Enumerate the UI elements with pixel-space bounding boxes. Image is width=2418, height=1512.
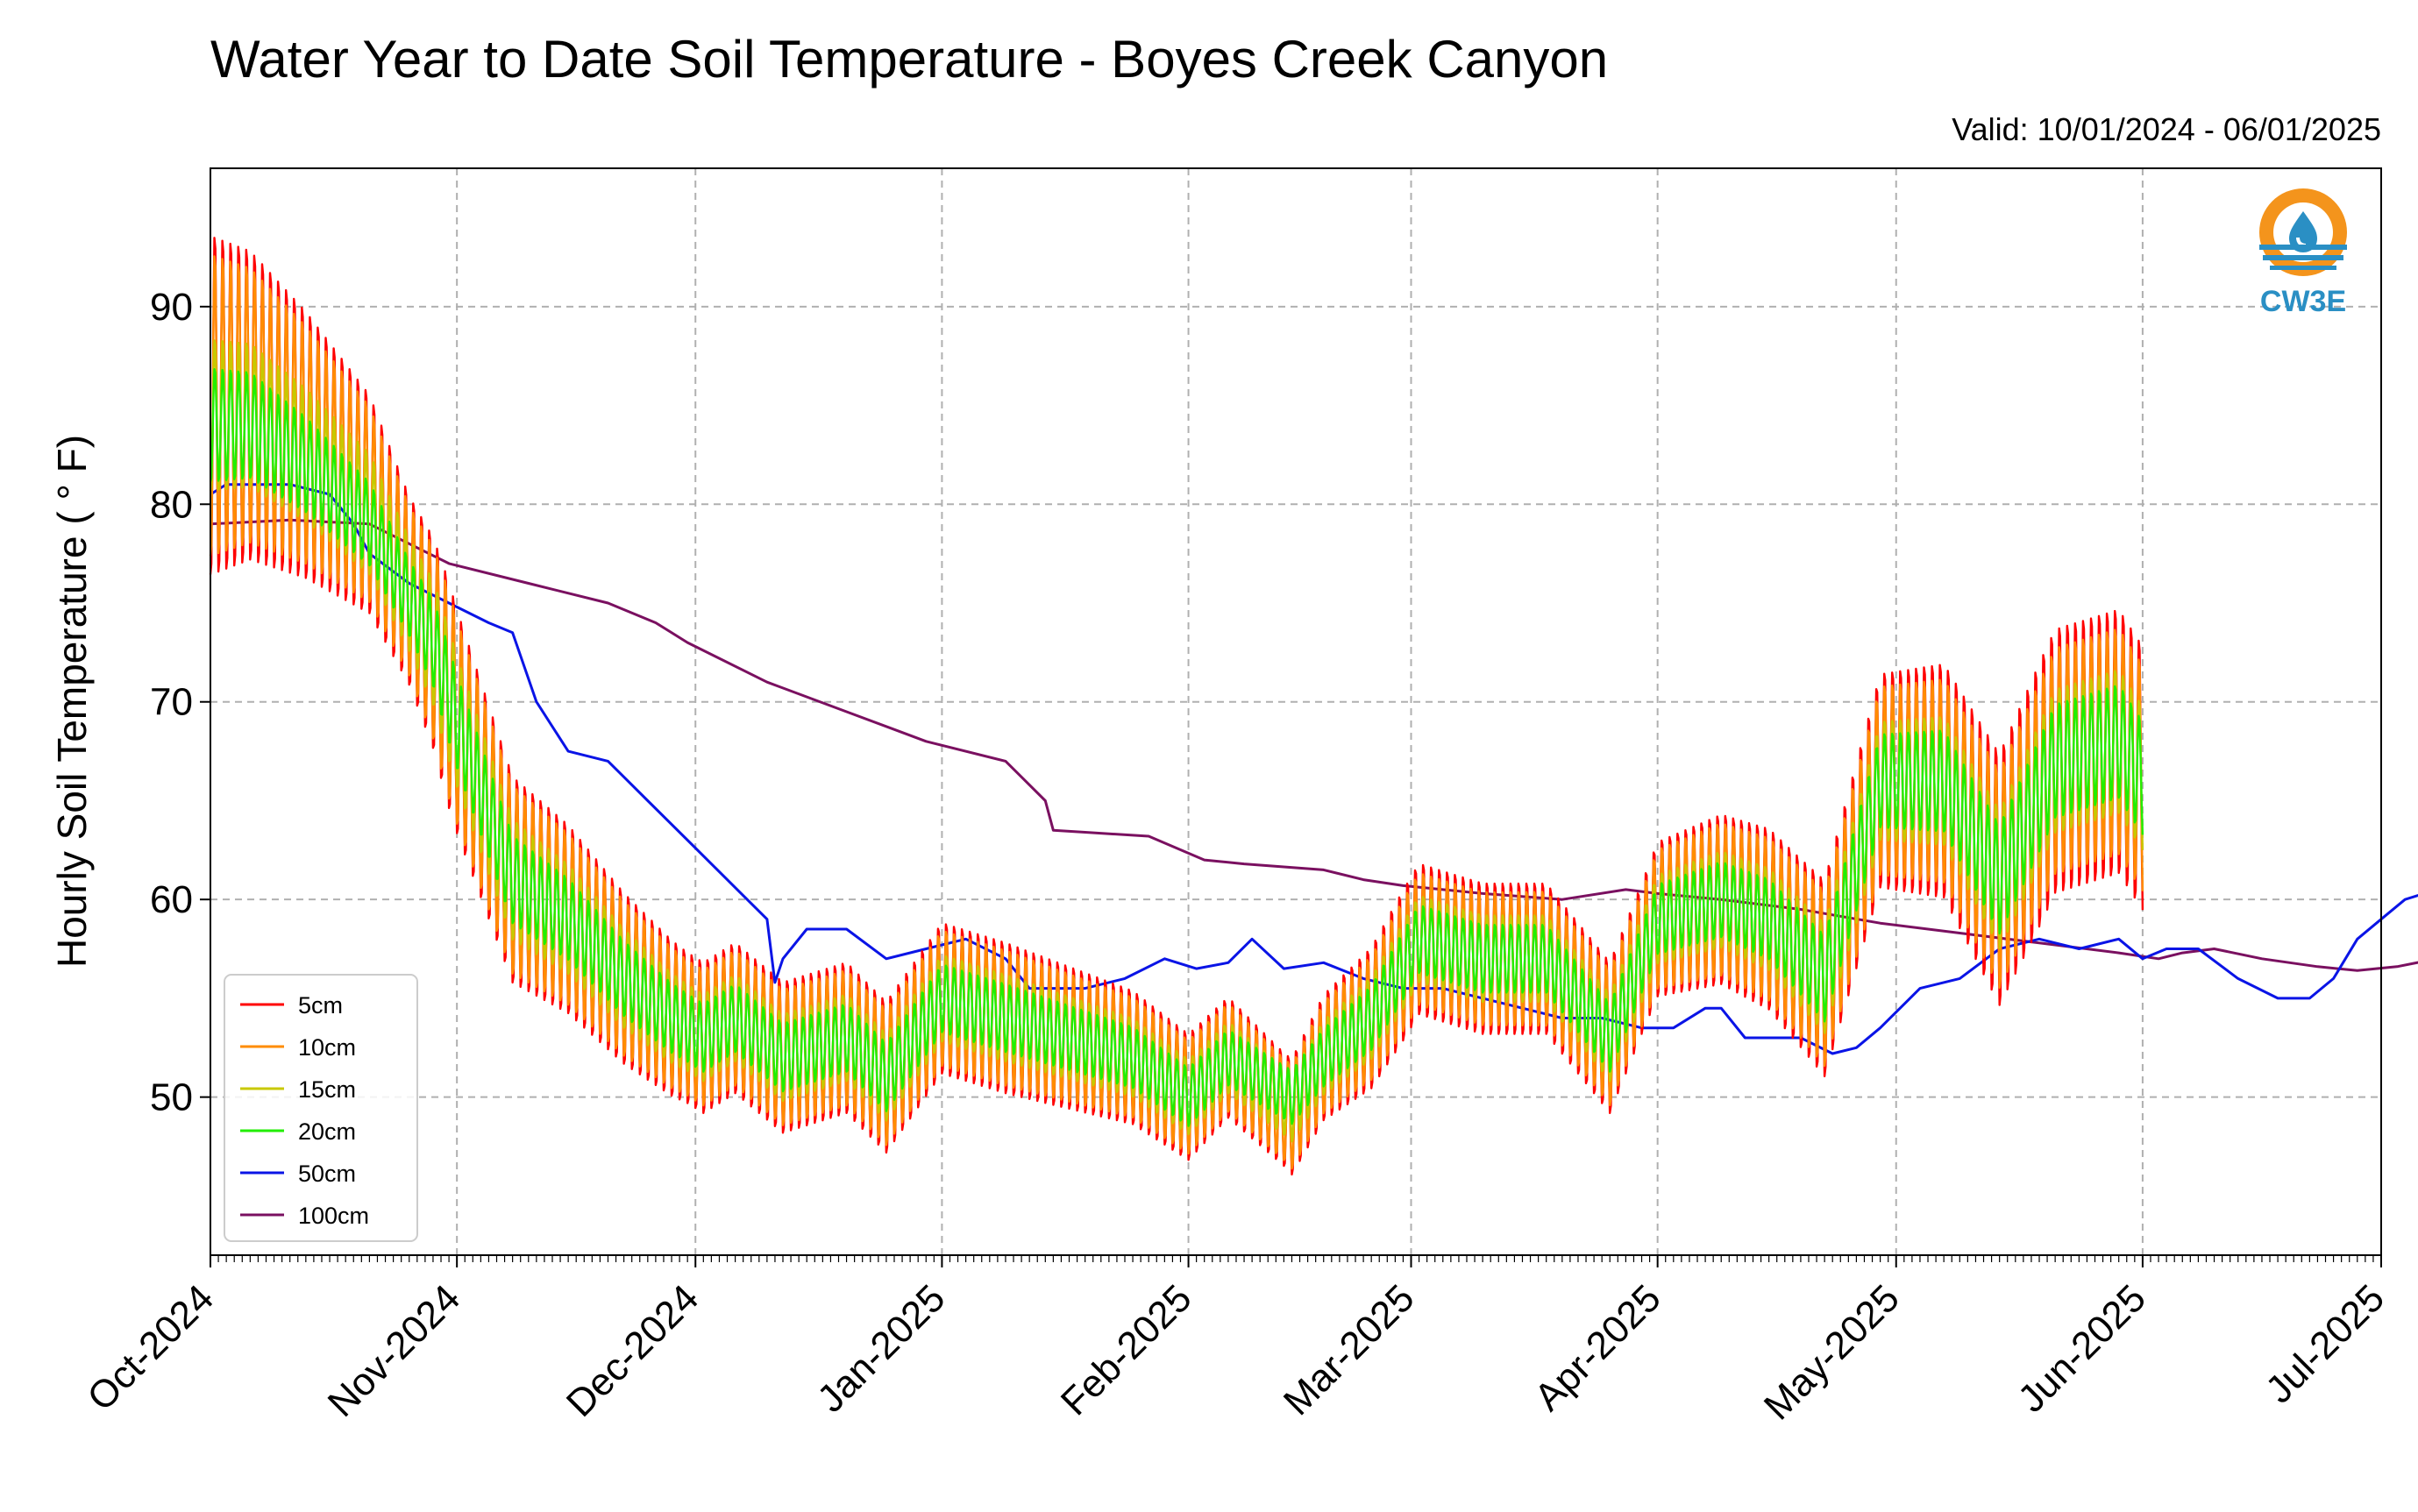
axes-frame: [210, 167, 2382, 1256]
x-tick-label: Apr-2025: [1526, 1276, 1669, 1419]
x-tick-label: Jul-2025: [2258, 1276, 2393, 1411]
y-tick-label: 70: [150, 681, 193, 724]
legend-entry: 10cm: [298, 1034, 356, 1061]
series-line-100cm: [210, 518, 2418, 972]
x-tick-label: Feb-2025: [1053, 1276, 1200, 1423]
cw3e-logo-text: CW3E: [2260, 285, 2346, 318]
legend-entry: 20cm: [298, 1118, 356, 1145]
x-tick-label: May-2025: [1756, 1276, 1908, 1428]
x-tick-label: Mar-2025: [1276, 1276, 1423, 1423]
series-line-15cm: [209, 339, 2144, 1143]
series-line-50cm: [210, 483, 2418, 1055]
x-tick-label: Jan-2025: [809, 1276, 953, 1420]
y-axis-label: Hourly Soil Temperature ( ° F): [49, 435, 95, 968]
cw3e-drop-icon: [2289, 211, 2317, 252]
x-tick-label: Nov-2024: [320, 1276, 469, 1425]
grid-lines: [210, 168, 2381, 1255]
legend-entry: 15cm: [298, 1076, 356, 1103]
x-tick-label: Dec-2024: [558, 1276, 708, 1425]
plot-area: [209, 237, 2418, 1176]
legend-box: [224, 974, 418, 1242]
legend: 5cm 10cm 15cm 20cm 50cm 100cm: [224, 974, 418, 1242]
x-tick-label: Jun-2025: [2010, 1276, 2154, 1420]
x-tick-label: Oct-2024: [79, 1276, 222, 1419]
legend-entry: 5cm: [298, 992, 343, 1019]
chart-title: Water Year to Date Soil Temperature - Bo…: [210, 30, 1608, 89]
y-tick-label: 50: [150, 1076, 193, 1119]
y-tick-label: 90: [150, 286, 193, 329]
cw3e-logo: CW3E: [2259, 188, 2347, 318]
series-line-20cm: [209, 368, 2144, 1127]
series-line-10cm: [209, 255, 2144, 1170]
y-tick-label: 80: [150, 483, 193, 526]
y-tick-label: 60: [150, 878, 193, 921]
legend-entry: 100cm: [298, 1203, 369, 1229]
legend-entry: 50cm: [298, 1161, 356, 1187]
valid-range: Valid: 10/01/2024 - 06/01/2025: [1952, 111, 2381, 147]
series-line-5cm: [209, 237, 2144, 1176]
